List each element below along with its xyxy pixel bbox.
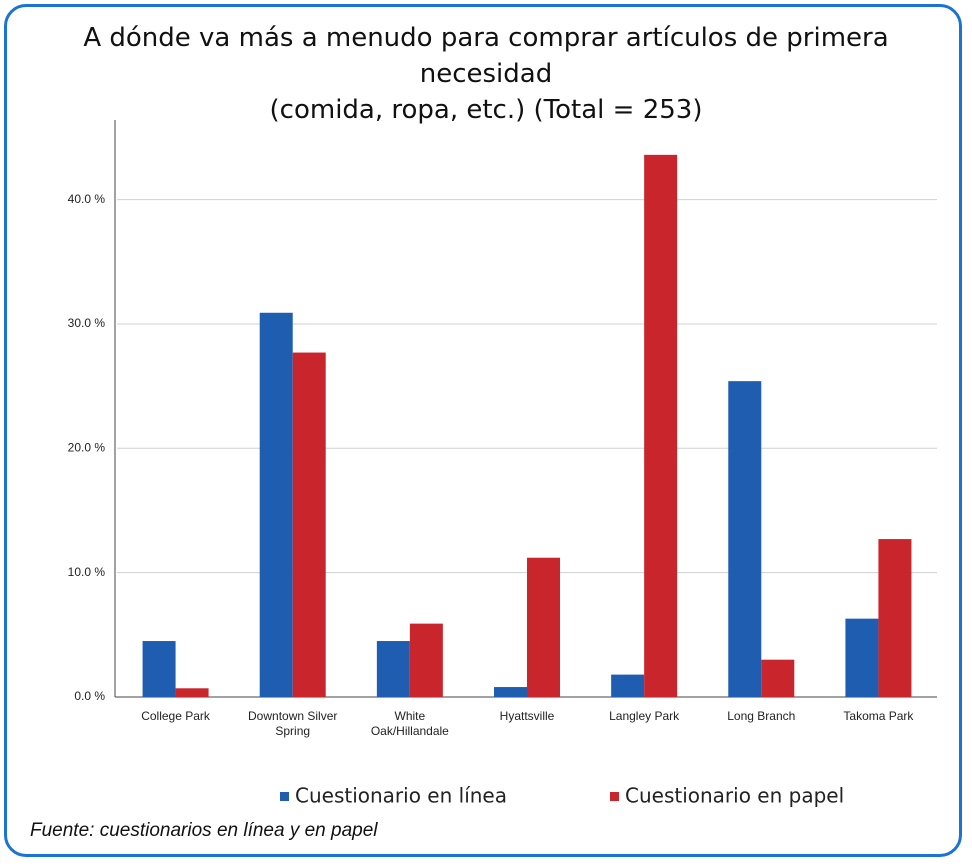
legend-swatch [610, 792, 619, 801]
bar [527, 557, 560, 697]
x-tick-label: Long Branch [727, 709, 796, 723]
chart-title: A dónde va más a menudo para comprar art… [83, 23, 889, 89]
frame [4, 4, 962, 857]
bar [845, 618, 879, 697]
x-tick-label: College Park [141, 709, 210, 723]
bar [292, 352, 326, 697]
x-tick-label: White Oak/Hillandale [370, 709, 449, 738]
legend-swatch [280, 792, 289, 801]
bar [494, 687, 527, 697]
bar [611, 674, 645, 697]
bar [728, 381, 762, 697]
bar [761, 659, 795, 697]
y-tick-label: 40.0 % [68, 192, 106, 206]
y-tick-label: 20.0 % [68, 440, 106, 454]
bar [878, 539, 912, 697]
source-note: Fuente: cuestionarios en línea y en pape… [30, 820, 378, 841]
x-tick-label: Takoma Park [843, 709, 914, 723]
bar [259, 312, 293, 697]
y-tick-label: 10.0 % [68, 565, 106, 579]
bar [142, 641, 176, 697]
bar [644, 154, 678, 697]
y-tick-label: 0.0 % [74, 689, 105, 703]
bar [376, 641, 410, 697]
x-tick-label: Downtown Silver Spring [248, 709, 338, 738]
bar [175, 688, 209, 697]
y-tick-label: 30.0 % [68, 316, 106, 330]
x-tick-label: Langley Park [609, 709, 680, 723]
legend-label: Cuestionario en papel [625, 784, 844, 808]
chart-subtitle: (comida, ropa, etc.) (Total = 253) [269, 95, 703, 125]
x-tick-label: Hyattsville [499, 709, 555, 723]
bar [409, 623, 443, 697]
legend-label: Cuestionario en línea [295, 784, 507, 808]
